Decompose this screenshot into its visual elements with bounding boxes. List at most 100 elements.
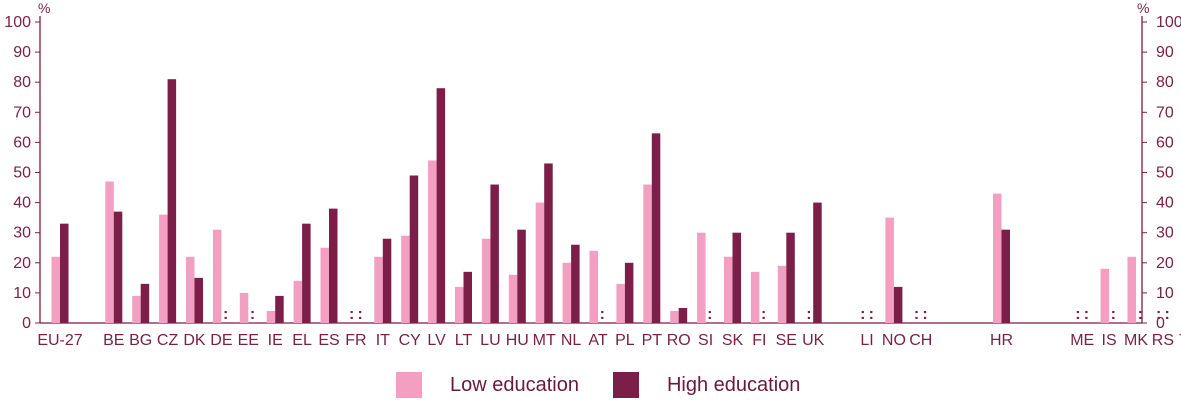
bar-low-education bbox=[508, 274, 518, 323]
na-marker: : bbox=[349, 306, 354, 323]
y-tick-label-left: 70 bbox=[13, 104, 31, 121]
na-marker: : bbox=[1156, 306, 1161, 323]
bar-low-education bbox=[1100, 268, 1110, 323]
bar-low-education bbox=[589, 250, 598, 323]
y-tick-label-right: 40 bbox=[1156, 195, 1174, 212]
x-tick-label: UK bbox=[802, 332, 825, 349]
legend-swatch-high-education bbox=[612, 372, 639, 398]
bar-high-education bbox=[893, 286, 903, 323]
y-tick-label-right: 90 bbox=[1156, 44, 1174, 61]
na-marker: : bbox=[1164, 306, 1169, 323]
bar-high-education bbox=[302, 223, 311, 323]
bar-low-education bbox=[616, 283, 625, 323]
bar-low-education bbox=[535, 202, 545, 323]
y-tick-label-right: 50 bbox=[1156, 165, 1174, 182]
y-tick-label-right: 60 bbox=[1156, 134, 1174, 151]
x-tick-label: PT bbox=[642, 332, 663, 349]
bar-low-education bbox=[51, 256, 60, 323]
bar-low-education bbox=[374, 256, 383, 323]
x-tick-label: DK bbox=[183, 332, 206, 349]
bar-low-education bbox=[777, 265, 787, 323]
x-tick-label: IT bbox=[376, 332, 390, 349]
na-marker: : bbox=[1084, 306, 1089, 323]
na-marker: : bbox=[869, 306, 874, 323]
bar-high-education bbox=[463, 271, 472, 323]
bar-high-education bbox=[678, 307, 688, 323]
x-tick-label: NO bbox=[882, 332, 906, 349]
y-tick-label-left: 0 bbox=[22, 315, 31, 332]
bar-low-education bbox=[293, 280, 303, 323]
bar-high-education bbox=[786, 232, 795, 323]
na-marker: : bbox=[357, 306, 362, 323]
na-marker: : bbox=[600, 306, 605, 323]
bar-high-education bbox=[651, 133, 661, 323]
bar-low-education bbox=[266, 310, 276, 323]
y-tick-label-left: 10 bbox=[13, 285, 31, 302]
x-tick-label: IE bbox=[268, 332, 283, 349]
na-marker: : bbox=[922, 306, 927, 323]
x-tick-label: MT bbox=[533, 332, 556, 349]
bar-low-education bbox=[993, 193, 1002, 323]
y-unit-right: % bbox=[1137, 0, 1149, 16]
bar-high-education bbox=[624, 262, 634, 323]
x-tick-label: MK bbox=[1124, 332, 1148, 349]
bar-high-education bbox=[813, 202, 822, 323]
bar-low-education bbox=[724, 256, 733, 323]
bar-high-education bbox=[1001, 229, 1010, 323]
y-tick-label-right: 20 bbox=[1156, 255, 1174, 272]
x-tick-label: BE bbox=[103, 332, 124, 349]
legend-item-low-education: Low education bbox=[396, 372, 579, 398]
x-tick-label: PL bbox=[615, 332, 635, 349]
na-marker: : bbox=[860, 306, 865, 323]
x-tick-label: BG bbox=[129, 332, 152, 349]
y-tick-label-right: 10 bbox=[1156, 285, 1174, 302]
na-marker: : bbox=[707, 306, 712, 323]
bar-high-education bbox=[194, 277, 203, 323]
bar-low-education bbox=[643, 184, 652, 323]
na-marker: : bbox=[1138, 306, 1143, 323]
y-tick-label-left: 40 bbox=[13, 195, 31, 212]
y-tick-label-left: 90 bbox=[13, 44, 31, 61]
bar-high-education bbox=[732, 232, 741, 323]
bar-low-education bbox=[320, 247, 329, 323]
na-marker: : bbox=[761, 306, 766, 323]
x-tick-label: LT bbox=[455, 332, 473, 349]
bar-low-education bbox=[105, 181, 114, 323]
bar-high-education bbox=[490, 184, 499, 323]
x-tick-label: LU bbox=[480, 332, 500, 349]
x-tick-label: DE bbox=[210, 332, 232, 349]
bar-low-education bbox=[670, 310, 679, 323]
y-tick-label-left: 30 bbox=[13, 225, 31, 242]
y-tick-label-right: 30 bbox=[1156, 225, 1174, 242]
x-tick-label: LV bbox=[427, 332, 446, 349]
x-tick-label: CZ bbox=[157, 332, 179, 349]
y-tick-label-left: 100 bbox=[4, 14, 31, 31]
bar-low-education bbox=[186, 256, 195, 323]
bar-low-education bbox=[885, 217, 894, 323]
y-unit-left: % bbox=[38, 0, 50, 16]
bar-low-education bbox=[750, 271, 760, 323]
x-tick-label: EE bbox=[238, 332, 259, 349]
x-tick-label: CH bbox=[909, 332, 932, 349]
bar-low-education bbox=[1127, 256, 1136, 323]
na-marker: : bbox=[806, 306, 811, 323]
x-tick-label: AT bbox=[588, 332, 607, 349]
na-marker: : bbox=[1111, 306, 1116, 323]
y-tick-label-right: 70 bbox=[1156, 104, 1174, 121]
y-tick-label-right: 0 bbox=[1156, 315, 1165, 332]
bar-high-education bbox=[275, 295, 284, 323]
bar-high-education bbox=[571, 244, 580, 323]
bar-high-education bbox=[382, 238, 392, 323]
legend-label-high-education: High education bbox=[666, 373, 801, 396]
x-tick-label: IS bbox=[1102, 332, 1117, 349]
legend-item-high-education: High education bbox=[612, 372, 801, 398]
bar-low-education bbox=[697, 232, 706, 323]
legend-label-low-education: Low education bbox=[450, 373, 579, 396]
bar-low-education bbox=[212, 229, 222, 323]
bar-high-education bbox=[329, 208, 338, 323]
bar-high-education bbox=[517, 229, 526, 323]
bar-low-education bbox=[401, 235, 410, 323]
x-tick-label: NL bbox=[561, 332, 582, 349]
x-tick-label: LI bbox=[860, 332, 873, 349]
y-tick-label-left: 60 bbox=[13, 134, 31, 151]
